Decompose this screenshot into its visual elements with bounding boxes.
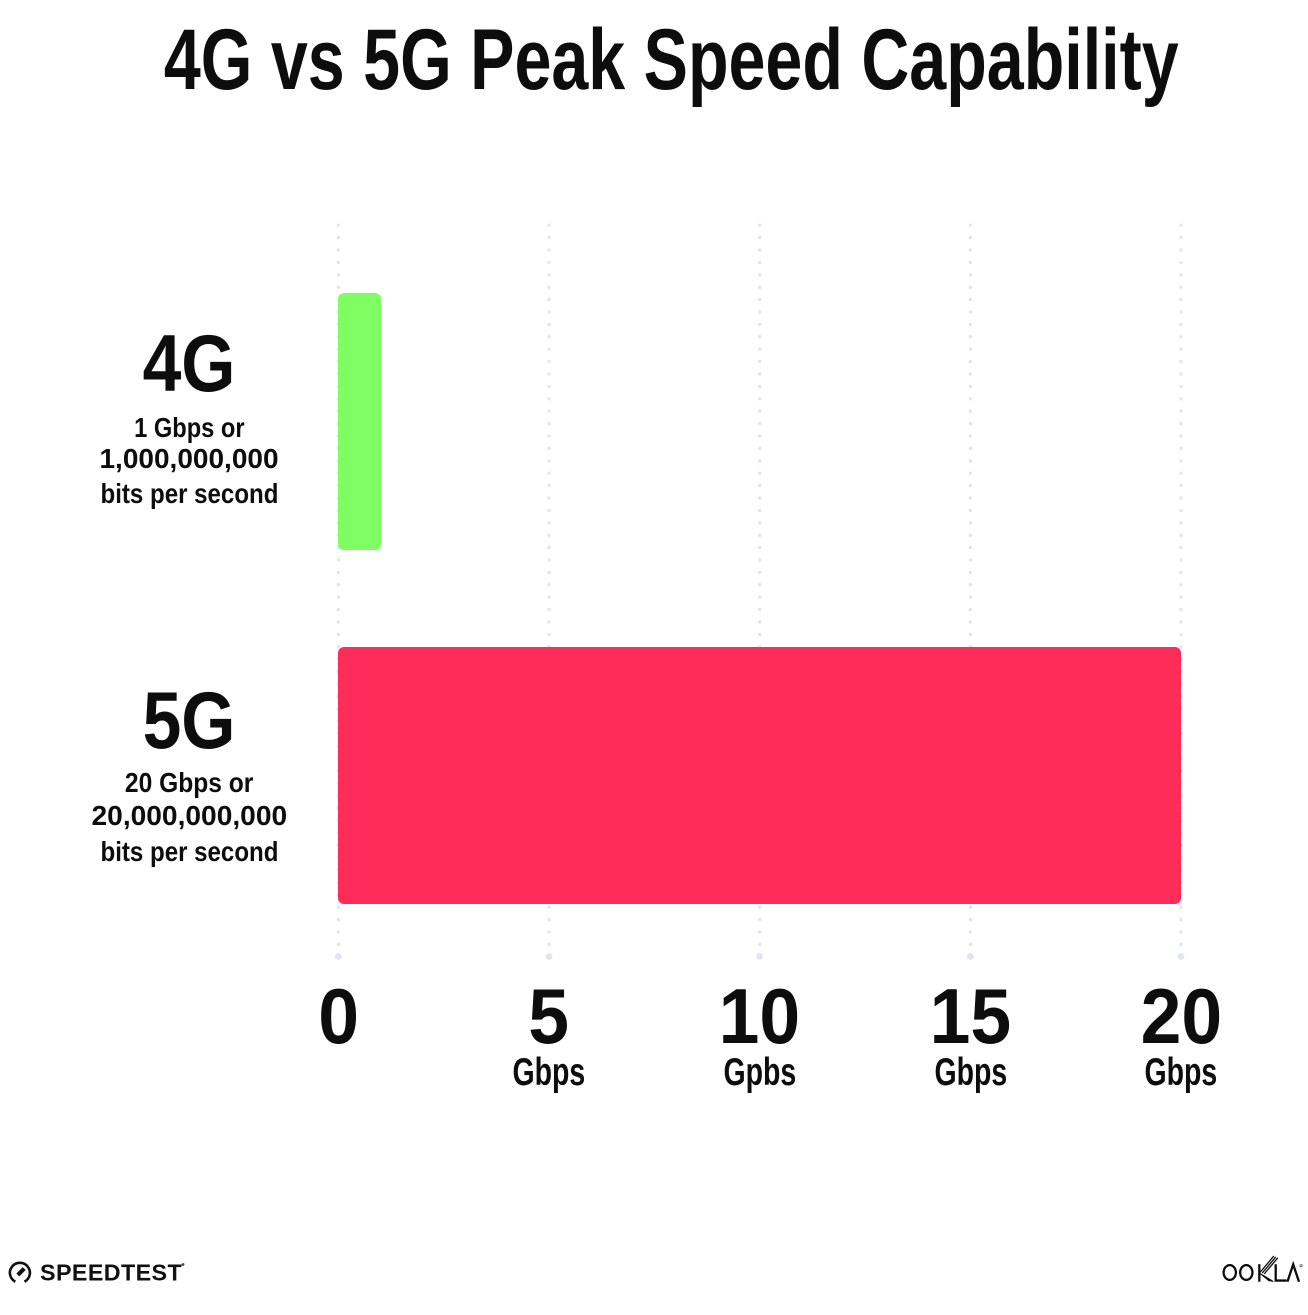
svg-text:SPEEDTEST: SPEEDTEST [40,1259,182,1285]
